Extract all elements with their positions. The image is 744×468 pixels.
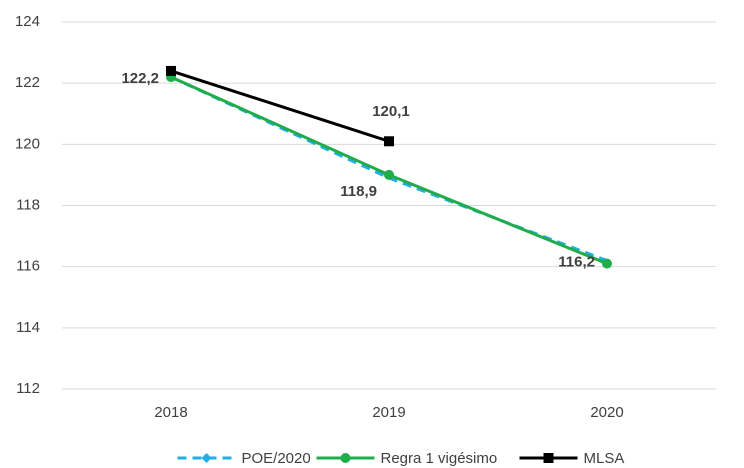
y-tick-label: 118 — [16, 196, 40, 213]
x-tick-label: 2020 — [590, 404, 623, 421]
y-tick-label: 120 — [15, 135, 40, 152]
marker — [384, 136, 394, 147]
legend-label: Regra 1 vigésimo — [381, 450, 498, 467]
legend-label: MLSA — [584, 450, 625, 467]
legend-label: POE/2020 — [242, 450, 311, 467]
marker — [166, 65, 176, 76]
marker — [602, 258, 612, 269]
y-tick-label: 116 — [16, 258, 40, 275]
y-tick-label: 112 — [16, 380, 40, 397]
marker — [201, 453, 212, 463]
data-label: 116,2 — [558, 254, 595, 271]
data-label: 122,2 — [121, 70, 159, 87]
x-tick-label: 2018 — [154, 404, 187, 421]
series-line — [170, 69, 390, 143]
y-tick-label: 124 — [15, 13, 40, 30]
marker — [384, 169, 394, 180]
x-tick-label: 2019 — [372, 404, 405, 421]
data-label: 120,1 — [372, 103, 410, 120]
marker — [340, 453, 351, 463]
y-tick-label: 122 — [15, 74, 40, 91]
y-tick-label: 114 — [16, 319, 40, 336]
data-label: 118,9 — [340, 183, 377, 200]
marker — [543, 453, 554, 463]
